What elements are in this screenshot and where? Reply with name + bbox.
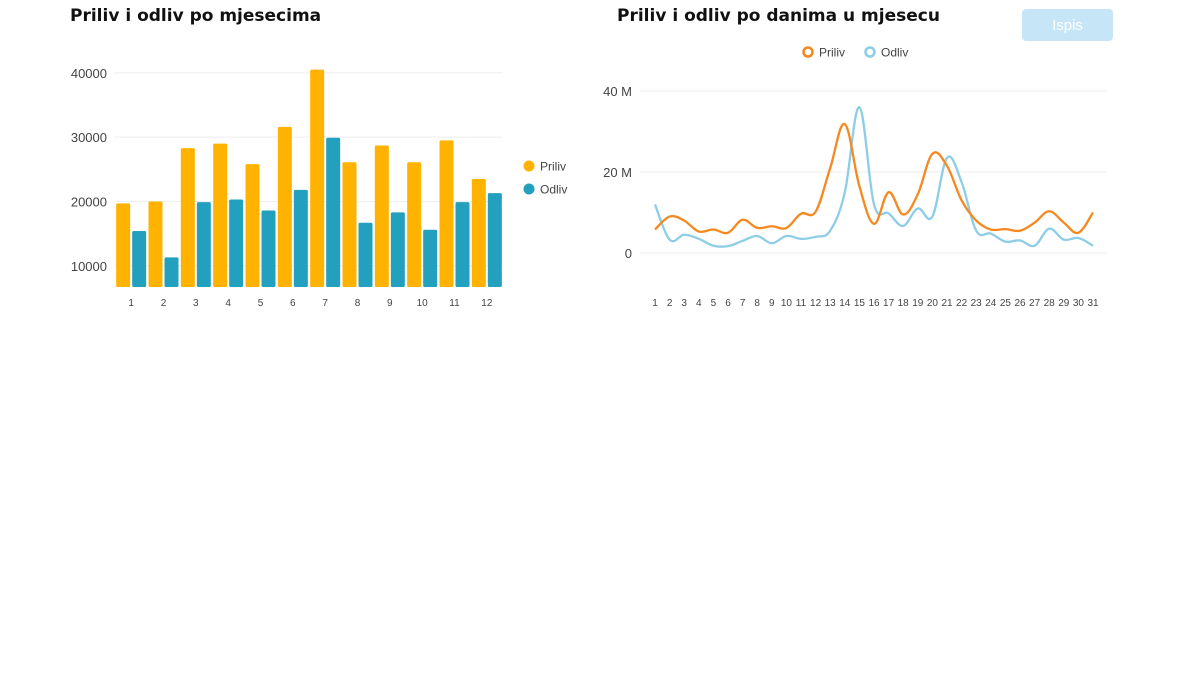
x-tick-label: 16 [868,298,880,309]
legend-marker-odliv [864,46,876,58]
bar-odliv [293,189,308,287]
bar-odliv [358,222,373,287]
bar-odliv [423,229,438,287]
x-tick-label: 12 [810,298,822,309]
x-tick-label: 25 [1000,298,1012,309]
x-tick-label: 6 [725,298,731,309]
bar-priliv [310,69,325,287]
bar-priliv [213,143,228,287]
x-tick-label: 3 [681,298,687,309]
x-tick-label: 30 [1073,298,1085,309]
bar-odliv [326,137,341,287]
y-tick-label: 20000 [71,194,107,209]
bar-priliv [342,162,357,287]
bar-priliv [374,145,389,287]
y-tick-label: 40000 [71,66,107,81]
x-tick-label: 5 [258,298,264,309]
legend-marker-priliv [523,160,535,172]
bar-priliv [439,140,454,287]
x-tick-label: 8 [355,298,361,309]
bar-odliv [390,212,405,287]
y-tick-label: 30000 [71,130,107,145]
bar-priliv [148,201,163,287]
x-tick-label: 20 [927,298,939,309]
x-tick-label: 21 [941,298,953,309]
bar-priliv [277,126,292,287]
bar-odliv [132,231,147,287]
x-tick-label: 29 [1058,298,1070,309]
bar-odliv [196,202,211,287]
x-tick-label: 14 [839,298,851,309]
x-tick-label: 17 [883,298,895,309]
x-tick-label: 2 [667,298,673,309]
x-tick-label: 27 [1029,298,1041,309]
x-tick-label: 4 [225,298,231,309]
x-tick-label: 19 [912,298,924,309]
x-tick-label: 18 [898,298,910,309]
x-tick-label: 15 [854,298,866,309]
x-tick-label: 8 [754,298,760,309]
bar-priliv [180,148,195,287]
x-tick-label: 12 [481,298,493,309]
line-chart-title: Priliv i odliv po danima u mjesecu [617,6,940,26]
legend-label-odliv: Odliv [540,183,567,197]
legend-label-priliv: Priliv [819,46,845,60]
x-tick-label: 28 [1044,298,1056,309]
series-line-priliv [654,123,1094,235]
bar-odliv [487,193,502,287]
x-tick-label: 1 [128,298,134,309]
x-tick-label: 11 [796,298,807,309]
legend-label-priliv: Priliv [540,160,566,174]
x-tick-label: 2 [161,298,167,309]
x-tick-label: 10 [781,298,793,309]
y-tick-label: 40 M [603,84,632,99]
x-tick-label: 13 [825,298,837,309]
x-tick-label: 4 [696,298,702,309]
x-tick-label: 9 [769,298,775,309]
y-tick-label: 0 [625,246,632,261]
legend-label-odliv: Odliv [881,46,908,60]
x-tick-label: 9 [387,298,393,309]
x-tick-label: 24 [985,298,997,309]
x-tick-label: 22 [956,298,968,309]
x-tick-label: 31 [1087,298,1099,309]
legend-marker-priliv [802,46,814,58]
x-tick-label: 10 [417,298,429,309]
bar-odliv [455,202,470,287]
bar-priliv [245,164,260,287]
x-tick-label: 3 [193,298,199,309]
y-tick-label: 10000 [71,259,107,274]
x-tick-label: 6 [290,298,296,309]
bar-priliv [471,178,486,287]
x-tick-label: 7 [322,298,328,309]
x-tick-label: 23 [971,298,983,309]
bar-chart-title: Priliv i odliv po mjesecima [70,6,322,26]
bar-priliv [116,203,131,287]
bar-priliv [407,162,422,287]
bar-odliv [229,199,244,287]
legend-marker-odliv [523,183,535,195]
daily-line-chart: 020 M40 M1 2 3 4 5 6 7 8 9 10 11 12 13 14 15 16 17 18 19 20… [603,46,1107,309]
bar-odliv [164,257,179,287]
bar-odliv [261,210,276,287]
y-tick-label: 20 M [603,165,632,180]
series-line-odliv [653,106,1094,248]
x-tick-label: 26 [1014,298,1026,309]
x-tick-label: 1 [652,298,658,309]
x-tick-label: 7 [740,298,746,309]
x-tick-label: 5 [711,298,717,309]
x-tick-label: 11 [449,298,460,309]
print-button[interactable]: Ispis [1022,9,1113,41]
